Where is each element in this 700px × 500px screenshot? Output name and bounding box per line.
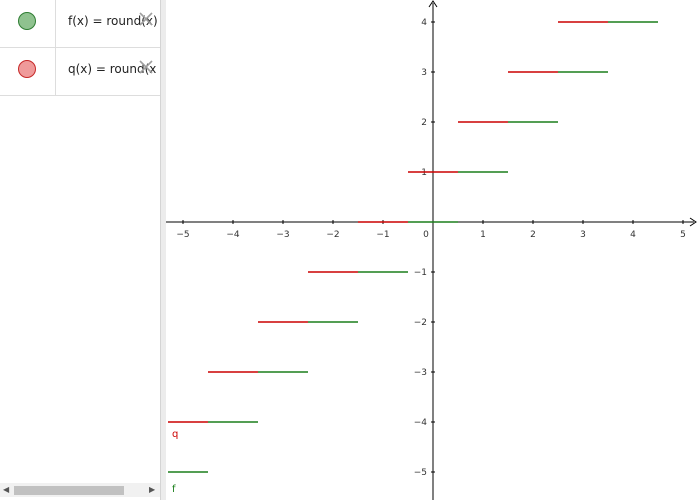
- y-tick-label: −5: [414, 468, 427, 478]
- x-tick-label: −2: [326, 230, 339, 240]
- x-tick-label: −4: [226, 230, 240, 240]
- x-tick-label: −5: [176, 230, 189, 240]
- x-tick-label: −1: [376, 230, 389, 240]
- visibility-cell: [0, 0, 56, 47]
- curve-label-q[interactable]: q: [172, 429, 178, 440]
- visibility-toggle-icon[interactable]: [18, 60, 36, 78]
- axes: [166, 0, 697, 500]
- y-tick-label: 1: [421, 168, 427, 178]
- x-tick-label: 1: [480, 230, 486, 240]
- y-tick-label: −2: [414, 318, 427, 328]
- y-tick-label: 4: [421, 18, 427, 28]
- visibility-toggle-icon[interactable]: [18, 12, 36, 30]
- y-tick-label: 3: [421, 68, 427, 78]
- algebra-view: f(x) = round(x) q(x) = round(x ◀ ▶: [0, 0, 160, 500]
- formula-text[interactable]: f(x) = round(x): [68, 14, 158, 28]
- algebra-item-f[interactable]: f(x) = round(x): [0, 0, 160, 48]
- scroll-left-icon[interactable]: ◀: [3, 485, 10, 494]
- scroll-right-icon[interactable]: ▶: [149, 485, 156, 494]
- scrollbar-thumb[interactable]: [14, 486, 124, 495]
- formula-text[interactable]: q(x) = round(x: [68, 62, 157, 76]
- x-tick-label: 5: [680, 230, 686, 240]
- function-graphs: [168, 21, 658, 473]
- x-ticks: −5 −4 −3 −2 −1 0 1 2 3 4 5: [176, 220, 686, 240]
- delete-icon[interactable]: [137, 58, 155, 76]
- x-tick-label: 4: [630, 230, 636, 240]
- y-tick-label: −3: [414, 368, 427, 378]
- horizontal-scrollbar[interactable]: ◀ ▶: [0, 483, 160, 497]
- visibility-cell: [0, 48, 56, 95]
- x-tick-label: 3: [580, 230, 586, 240]
- y-axis-arrow-icon: [428, 0, 438, 8]
- y-tick-label: 2: [421, 118, 427, 128]
- curve-label-f[interactable]: f: [172, 484, 176, 495]
- panel-divider[interactable]: [160, 0, 166, 500]
- delete-icon[interactable]: [137, 10, 155, 28]
- y-tick-label: −4: [414, 418, 428, 428]
- x-axis-arrow-icon: [689, 217, 697, 227]
- x-tick-label: −3: [276, 230, 289, 240]
- graphics-view[interactable]: −5 −4 −3 −2 −1 0 1 2 3 4 5 4 3 2 1 −1 −2 −3 −4 −5 q f: [166, 0, 700, 500]
- y-ticks: 4 3 2 1 −1 −2 −3 −4 −5: [414, 18, 435, 478]
- y-tick-label: −1: [414, 268, 427, 278]
- x-tick-label: 2: [530, 230, 536, 240]
- x-tick-label: 0: [423, 230, 429, 240]
- algebra-item-q[interactable]: q(x) = round(x: [0, 48, 160, 96]
